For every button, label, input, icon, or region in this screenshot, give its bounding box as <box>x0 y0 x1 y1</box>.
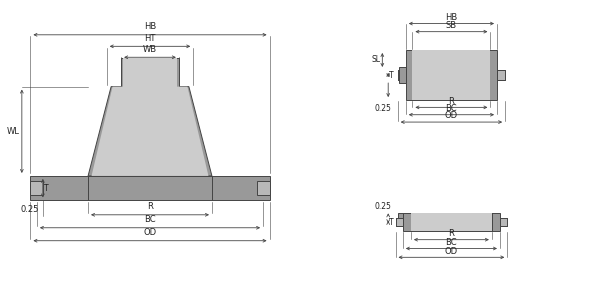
Polygon shape <box>395 218 403 226</box>
Text: R: R <box>448 229 454 238</box>
Text: BC: BC <box>446 104 457 113</box>
Polygon shape <box>399 67 406 83</box>
Polygon shape <box>500 218 507 226</box>
Polygon shape <box>406 50 497 100</box>
Polygon shape <box>411 213 492 231</box>
Text: BC: BC <box>446 238 457 247</box>
Polygon shape <box>31 181 43 195</box>
Polygon shape <box>257 181 269 195</box>
Text: T: T <box>389 218 394 226</box>
Polygon shape <box>403 213 500 231</box>
Polygon shape <box>412 50 490 100</box>
Text: 0.25: 0.25 <box>21 205 39 214</box>
Polygon shape <box>121 58 179 87</box>
Text: BC: BC <box>144 215 156 224</box>
Text: R: R <box>147 202 153 211</box>
Text: T: T <box>44 184 49 193</box>
Text: SL: SL <box>372 56 381 64</box>
Text: WB: WB <box>143 45 157 54</box>
Text: HT: HT <box>145 34 155 43</box>
Polygon shape <box>497 70 505 80</box>
Polygon shape <box>123 58 177 87</box>
Polygon shape <box>88 87 212 176</box>
Polygon shape <box>398 70 406 80</box>
Text: HB: HB <box>445 13 458 22</box>
Text: HB: HB <box>144 22 156 31</box>
Text: OD: OD <box>143 228 157 237</box>
Polygon shape <box>92 87 208 176</box>
Text: OD: OD <box>445 111 458 120</box>
Text: 0.25: 0.25 <box>375 202 392 211</box>
Polygon shape <box>398 213 403 218</box>
Text: OD: OD <box>445 247 458 256</box>
Text: 0.25: 0.25 <box>375 104 392 113</box>
Text: SB: SB <box>446 21 457 30</box>
Text: R: R <box>448 97 454 106</box>
Text: T: T <box>389 70 394 80</box>
Polygon shape <box>31 176 269 200</box>
Text: WL: WL <box>7 127 20 136</box>
